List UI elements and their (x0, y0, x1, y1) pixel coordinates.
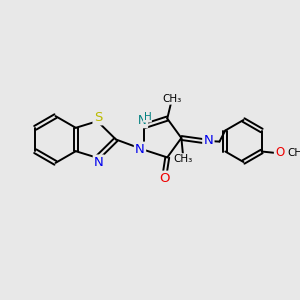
Text: N: N (135, 143, 145, 156)
Text: N: N (138, 114, 147, 127)
Text: CH₃: CH₃ (287, 148, 300, 158)
Text: O: O (159, 172, 169, 185)
Text: O: O (275, 146, 284, 159)
Text: CH₃: CH₃ (173, 154, 193, 164)
Text: CH₃: CH₃ (162, 94, 182, 104)
Text: H: H (144, 112, 151, 122)
Text: S: S (94, 111, 102, 124)
Text: N: N (94, 156, 104, 169)
Text: N: N (203, 134, 213, 147)
